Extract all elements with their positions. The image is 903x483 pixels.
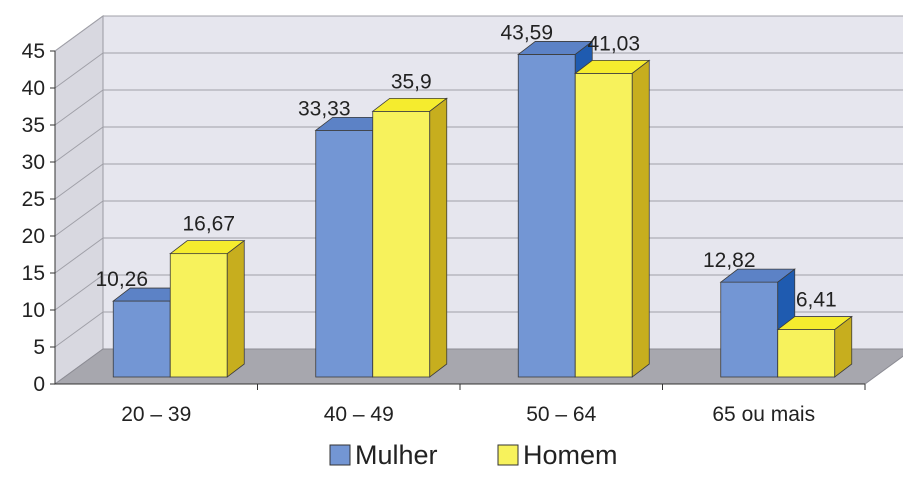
legend-swatch-homem bbox=[497, 444, 519, 466]
data-label: 33,33 bbox=[298, 97, 351, 120]
bar-side bbox=[226, 239, 245, 378]
y-tick-label: 20 bbox=[22, 225, 45, 248]
data-label: 16,67 bbox=[182, 213, 235, 236]
x-tick-label: 50 – 64 bbox=[526, 403, 596, 426]
data-label: 10,26 bbox=[95, 268, 148, 291]
data-label: 12,82 bbox=[703, 249, 756, 272]
y-tick-label: 0 bbox=[33, 373, 45, 396]
bar-front bbox=[315, 129, 374, 378]
legend-label-mulher: Mulher bbox=[355, 440, 438, 470]
bar-front bbox=[169, 253, 228, 378]
bar-front bbox=[574, 72, 633, 378]
legend-swatch-mulher bbox=[329, 444, 351, 466]
bar-side bbox=[631, 59, 650, 378]
y-tick-label: 15 bbox=[22, 262, 45, 285]
y-tick-label: 40 bbox=[22, 77, 45, 100]
x-tick-label: 20 – 39 bbox=[121, 403, 191, 426]
gridline bbox=[54, 52, 903, 89]
x-tick-label: 65 ou mais bbox=[712, 403, 815, 426]
x-tick-label: 40 – 49 bbox=[324, 403, 394, 426]
data-label: 41,03 bbox=[587, 32, 640, 55]
bar-homem bbox=[776, 315, 853, 378]
data-label: 43,59 bbox=[500, 21, 553, 44]
y-tick-label: 35 bbox=[22, 114, 45, 137]
bar-front bbox=[372, 110, 431, 378]
bar-side bbox=[429, 97, 448, 378]
y-tick-label: 25 bbox=[22, 188, 45, 211]
data-label: 6,41 bbox=[796, 289, 837, 312]
legend-label-homem: Homem bbox=[523, 440, 618, 470]
bar-front bbox=[777, 329, 836, 378]
bar-homem bbox=[574, 59, 651, 378]
y-tick-label: 30 bbox=[22, 151, 45, 174]
bar-side bbox=[834, 315, 853, 378]
gridline bbox=[54, 15, 903, 52]
data-label: 35,9 bbox=[391, 70, 432, 93]
bar-homem bbox=[169, 239, 246, 378]
bar-front bbox=[517, 54, 576, 378]
bar-homem bbox=[371, 97, 448, 378]
y-tick-label: 5 bbox=[33, 336, 45, 359]
y-tick-label: 10 bbox=[22, 299, 45, 322]
bar-front bbox=[720, 281, 779, 378]
bar-front bbox=[112, 300, 171, 378]
side-wall bbox=[54, 15, 104, 385]
y-tick-label: 45 bbox=[22, 40, 45, 63]
